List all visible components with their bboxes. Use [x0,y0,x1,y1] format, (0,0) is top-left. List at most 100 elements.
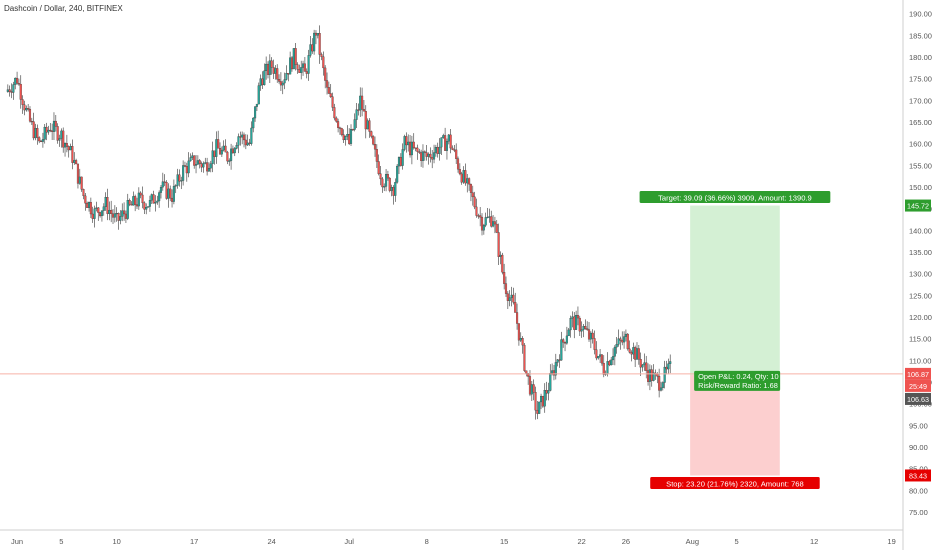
y-tick-label: 155.00 [909,161,932,170]
candle-body [368,120,371,132]
candle-body [468,178,471,185]
candle-body [615,344,618,348]
x-tick-label: 22 [577,537,585,546]
candle-body [246,142,249,146]
candle-body [587,329,591,340]
candle-body [23,104,26,111]
x-tick-label: 15 [500,537,508,546]
candle-body [512,294,515,303]
candle-body [372,136,375,145]
x-tick-label: Jun [11,537,23,546]
candle-body [93,208,96,219]
x-tick-label: 19 [887,537,895,546]
candle-body [333,107,336,119]
candle-body [99,212,102,217]
current-price-tag-box [905,367,931,380]
candle-body [647,370,650,382]
candle-body [322,56,325,69]
candle-body [562,339,565,343]
candle-body [254,106,257,119]
candle-body [508,297,511,301]
x-tick-label: 26 [622,537,630,546]
candle-body [104,197,107,207]
candle-body [571,316,574,319]
rr-text: Risk/Reward Ratio: 1.68 [698,381,778,390]
pnl-box [694,370,781,391]
candle-body [578,317,581,332]
candle-body [527,373,530,377]
candle-body [49,129,52,132]
candle-body [169,188,172,199]
candle-body [438,146,441,154]
candle-body [621,340,624,343]
candle-body [67,146,70,151]
stop-label-box [650,476,820,489]
candle-body [141,194,144,204]
candle-body [87,202,91,208]
candle-body [669,361,672,364]
candle-body [401,149,404,166]
candle-body [619,338,622,341]
candle-body [480,216,484,231]
entry-price-tag: 106.63 [907,395,929,404]
candle-body [394,182,397,196]
candle-body [445,141,449,151]
candle-body [17,83,20,85]
candle-body [183,165,187,167]
candle-body [325,80,329,88]
candle-body [226,151,229,162]
candle-body [43,126,46,140]
stop-price-tag: 83.43 [909,471,927,480]
candle-body [180,180,183,182]
candle-body [623,336,626,343]
candle-body [263,70,266,86]
candle-body [200,163,203,168]
candle-body [204,162,207,164]
y-tick-label: 75.00 [909,508,928,517]
candle-body [541,395,544,407]
candle-body [458,169,461,175]
candle-body [383,186,386,188]
candle-body [545,390,548,394]
x-tick-label: 8 [425,537,429,546]
candle-body [324,67,327,81]
candle-body [482,225,485,231]
candle-body [379,173,382,180]
candle-body [645,362,648,371]
candle-body [172,186,175,202]
candle-body [21,99,24,105]
candle-body [359,95,362,111]
candle-body [628,348,631,353]
candle-body [595,349,598,359]
candle-body [493,221,496,225]
candle-body [102,206,105,211]
candle-body [540,395,543,403]
candle-body [477,215,480,217]
y-tick-label: 180.00 [909,53,932,62]
candle-body [239,136,242,138]
candle-body [298,69,301,73]
candle-body [52,120,56,132]
y-tick-label: 140.00 [909,226,932,235]
y-tick-label: 85.00 [909,465,928,474]
candle-body [370,131,373,137]
candle-body [159,186,163,193]
candle-body [80,176,83,190]
candle-body [228,160,231,162]
candle-body [444,135,447,151]
candle-body [58,138,61,141]
candle-body [576,315,579,319]
candle-body [479,215,482,218]
candle-body [198,160,201,164]
y-tick-label: 125.00 [909,291,932,300]
candle-body [158,192,161,202]
candle-body [460,173,463,183]
y-tick-label: 160.00 [909,140,932,149]
target-price-tag: 145.72 [907,202,929,211]
candle-body [305,71,308,74]
candle-body [135,204,139,207]
candle-body [106,197,109,214]
candle-body [41,139,44,142]
candle-body [423,151,426,153]
